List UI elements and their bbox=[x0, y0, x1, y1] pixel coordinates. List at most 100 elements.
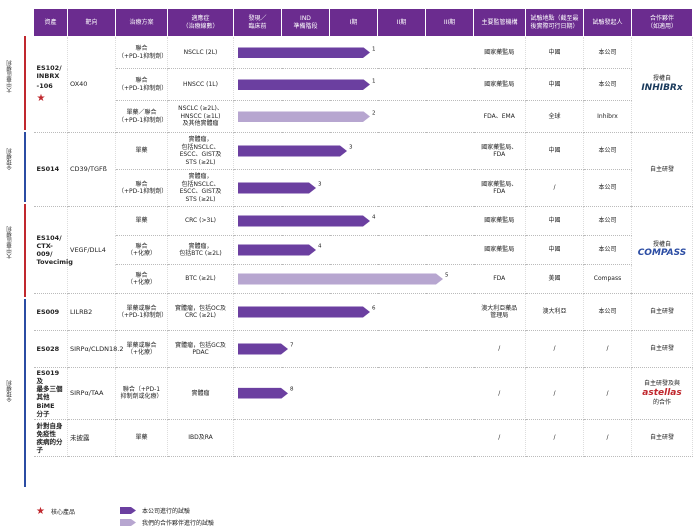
regimen-cell: 單藥 bbox=[115, 206, 168, 236]
table-row: 聯合 （+PD-1抑制劑） HNSCC (1L) 1 國家藥監局 中國 本公司 bbox=[34, 68, 693, 101]
target-cell: LILRB2 bbox=[67, 293, 116, 331]
footnote-marker: 5 bbox=[445, 272, 449, 279]
partner-logo: INHIBRx bbox=[641, 82, 683, 93]
side-label-2: 全球權利 bbox=[7, 148, 13, 170]
location-cell: 澳大利亞 bbox=[525, 293, 584, 331]
authority-cell: / bbox=[473, 367, 526, 420]
phase-arrow bbox=[238, 245, 316, 256]
asset-cell: ES014 bbox=[33, 132, 68, 207]
indication-cell: 實體瘤， 包括NSCLC、 ESCC、GIST及 STS (≥2L) bbox=[167, 132, 234, 170]
location-cell: 美國 bbox=[525, 264, 584, 294]
side-bar-3 bbox=[24, 204, 26, 297]
location-cell: / bbox=[525, 169, 584, 207]
table-row: ES009 LILRB2 單藥或聯合 （+PD-1抑制劑） 實體瘤，包括OC及 CRC (… bbox=[33, 293, 693, 331]
phase-arrow bbox=[238, 216, 370, 227]
header-cell: IND 準備階段 bbox=[281, 8, 330, 37]
phase-cell: 3 bbox=[233, 169, 474, 207]
header-cell: 試驗地點（截至最 後實際可行日期） bbox=[525, 8, 584, 37]
indication-cell: 實體瘤 bbox=[167, 367, 234, 420]
side-bar-1 bbox=[24, 36, 26, 130]
sponsor-cell: 本公司 bbox=[583, 206, 632, 236]
table-row: ES019及 最多三個 其他BiME 分子 SIRPα/TAA 聯合（+PD-1 抑制劑或化… bbox=[33, 367, 693, 420]
target-cell: VEGF/DLL4 bbox=[67, 206, 116, 294]
footnote-marker: 2 bbox=[372, 109, 376, 116]
location-cell: / bbox=[525, 419, 584, 457]
partner-cell: 自主研發 bbox=[631, 293, 693, 331]
header-cell: 主要監管機構 bbox=[473, 8, 526, 37]
partner-cell: 自主研發 bbox=[631, 132, 693, 207]
asset-name: ES009 bbox=[36, 307, 60, 316]
regimen-cell: 聯合 （+PD-1抑制劑） bbox=[115, 169, 168, 207]
partner-cell: 自主研發 bbox=[631, 330, 693, 368]
regimen-cell: 聯合（+PD-1 抑制劑或化療） bbox=[115, 367, 168, 420]
regimen-cell: 單藥／聯合 （+PD-1抑制劑） bbox=[115, 100, 168, 133]
phase-cell: 7 bbox=[233, 330, 474, 368]
authority-cell: 國家藥監局 bbox=[473, 206, 526, 236]
footnote-marker: 4 bbox=[372, 214, 376, 221]
phase-cell: 5 bbox=[233, 264, 474, 294]
header-cell: 適應症 （治療線數） bbox=[167, 8, 234, 37]
phase-arrow bbox=[238, 274, 443, 285]
location-cell: 中國 bbox=[525, 235, 584, 265]
target-cell: OX40 bbox=[67, 36, 116, 133]
indication-cell: BTC (≥2L) bbox=[167, 264, 234, 294]
asset-cell: ES028 bbox=[33, 330, 68, 368]
indication-cell: CRC (>3L) bbox=[167, 206, 234, 236]
authority-cell: / bbox=[473, 419, 526, 457]
authority-cell: 澳大利亞藥品 管理局 bbox=[473, 293, 526, 331]
regimen-cell: 單藥或聯合 （+化療） bbox=[115, 330, 168, 368]
side-label-4: 全球權利 bbox=[7, 380, 13, 402]
partner-name: 自主研發 bbox=[649, 345, 674, 353]
side-label-3: 大中華區權利 bbox=[7, 226, 13, 259]
authority-cell: FDA、EMA bbox=[473, 100, 526, 133]
footnote-marker: 6 bbox=[372, 305, 376, 312]
side-label-1: 大中華區權利 bbox=[7, 60, 13, 93]
indication-cell: 實體瘤，包括GC及 PDAC bbox=[167, 330, 234, 368]
partner-name: 自主研發 bbox=[649, 165, 674, 173]
table-body: ES102/INBRX -106 ★ OX40 聯合 （+PD-1抑制劑） NSCLC (… bbox=[33, 36, 693, 457]
sponsor-cell: Inhibrx bbox=[583, 100, 632, 133]
partner-suffix: 的合作 bbox=[652, 399, 671, 406]
star-icon: ★ bbox=[36, 506, 45, 517]
phase-cell: 4 bbox=[233, 235, 474, 265]
partner-cell: 授權自 INHIBRx bbox=[631, 36, 693, 133]
phase-cell: 3 bbox=[233, 132, 474, 170]
asset-cell: ES009 bbox=[33, 293, 68, 331]
footnote-marker: 1 bbox=[372, 77, 376, 84]
target-cell: SIRPα/CLDN18.2 bbox=[67, 330, 123, 368]
asset-name: ES102/INBRX -106 bbox=[36, 63, 62, 91]
footnote-marker: 7 bbox=[290, 342, 294, 349]
partner-cell: 自主研發及與 astellas 的合作 bbox=[631, 367, 693, 420]
table-row: ES014 CD39/TGFß 單藥 實體瘤， 包括NSCLC、 ESCC、GIST及 ST… bbox=[33, 132, 693, 207]
phase-cell: 2 bbox=[233, 100, 474, 133]
phase-arrow bbox=[238, 79, 370, 90]
asset-name: ES019及 最多三個 其他BiME 分子 bbox=[36, 369, 63, 418]
table-row: 聯合 （+PD-1抑制劑） 實體瘤， 包括NSCLC、 ESCC、GIST及 STS (≥… bbox=[34, 169, 693, 207]
regimen-cell: 單藥或聯合 （+PD-1抑制劑） bbox=[115, 293, 168, 331]
legend-light-label: 我們的合作夥伴進行的試驗 bbox=[142, 520, 215, 527]
legend-star-label: 核心產品 bbox=[50, 509, 75, 516]
sponsor-cell: 本公司 bbox=[583, 132, 632, 170]
sponsor-cell: 本公司 bbox=[583, 68, 632, 101]
header-cell: II期 bbox=[377, 8, 426, 37]
table-row: 單藥／聯合 （+PD-1抑制劑） NSCLC (≥2L)、 HNSCC (≥1L) 及其… bbox=[34, 100, 693, 133]
indication-cell: 實體瘤，包括OC及 CRC (≥2L) bbox=[167, 293, 234, 331]
pipeline-table: 資產 靶向 治療方案 適應症 （治療線數） 發現／ 臨床前 IND 準備階段 I期 II期 III期主… bbox=[33, 8, 693, 457]
partner-name: 授權自 bbox=[652, 75, 671, 83]
side-bar-4 bbox=[24, 299, 26, 487]
table-row: ES102/INBRX -106 ★ OX40 聯合 （+PD-1抑制劑） NSCLC (… bbox=[33, 36, 693, 133]
phase-arrow bbox=[238, 183, 316, 194]
legend-dark: 本公司進行的試驗 bbox=[120, 506, 190, 515]
authority-cell: / bbox=[473, 330, 526, 368]
regimen-cell: 聯合 （+化療） bbox=[115, 235, 168, 265]
asset-name: ES014 bbox=[36, 165, 60, 174]
footnote-marker: 4 bbox=[318, 243, 322, 250]
legend-light: 我們的合作夥伴進行的試驗 bbox=[120, 518, 214, 527]
legend-dark-label: 本公司進行的試驗 bbox=[142, 508, 191, 515]
footnote-marker: 1 bbox=[372, 45, 376, 52]
header-cell: I期 bbox=[329, 8, 378, 37]
regimen-cell: 聯合 （+PD-1抑制劑） bbox=[115, 68, 168, 101]
target-cell: 未披露 bbox=[67, 419, 116, 457]
table-row: 聯合 （+化療） 實體瘤， 包括BTC (≥2L) 4 國家藥監局 中國 本公司 bbox=[34, 235, 693, 265]
phase-arrow bbox=[238, 47, 370, 58]
